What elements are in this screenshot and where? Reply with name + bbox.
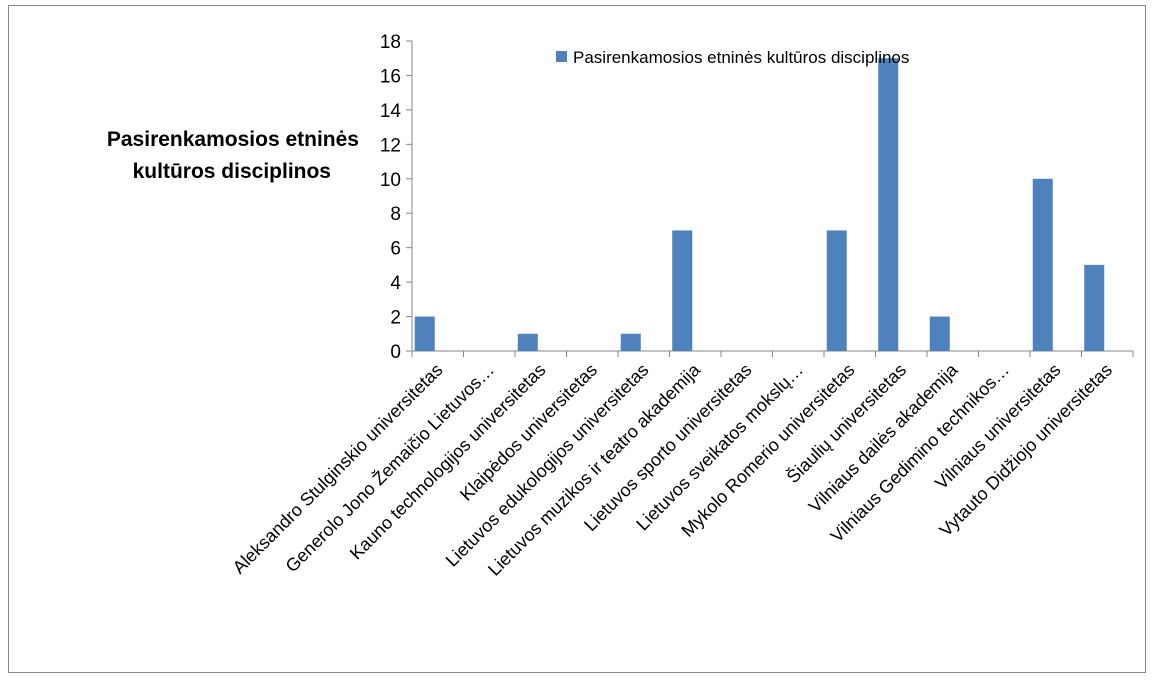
- y-tick-label: 14: [380, 101, 402, 122]
- x-category-label: Aleksandro Stulginskio universitetas: [229, 360, 447, 578]
- y-tick-label: 4: [390, 273, 401, 294]
- bar: [672, 230, 693, 351]
- bar: [878, 58, 899, 351]
- y-tick-label: 10: [380, 170, 401, 191]
- y-tick-label: 2: [390, 308, 401, 329]
- y-tick-label: 6: [390, 239, 401, 260]
- y-tick-label: 8: [390, 204, 401, 225]
- chart-frame: Pasirenkamosios etninės kultūros discipl…: [8, 5, 1146, 673]
- chart-axes: [406, 40, 1134, 357]
- chart-bars: [414, 58, 1105, 351]
- chart-title-line-2: kultūros disciplinos: [133, 160, 331, 183]
- legend-swatch: [556, 51, 567, 62]
- legend-label: Pasirenkamosios etninės kultūros discipl…: [573, 48, 909, 67]
- bar: [414, 316, 435, 351]
- bar: [1032, 178, 1053, 351]
- chart-title-line-1: Pasirenkamosios etninės: [107, 128, 359, 151]
- chart-legend: Pasirenkamosios etninės kultūros discipl…: [556, 48, 909, 67]
- y-tick-label: 18: [380, 32, 401, 53]
- bar-chart: Pasirenkamosios etninės kultūros discipl…: [107, 32, 1134, 580]
- y-tick-label: 16: [380, 66, 401, 87]
- x-tick-labels: Aleksandro Stulginskio universitetasGene…: [229, 359, 1116, 580]
- y-tick-label: 12: [380, 135, 401, 156]
- bar: [826, 230, 847, 351]
- bar: [1084, 264, 1105, 351]
- y-tick-label: 0: [390, 342, 401, 363]
- bar: [929, 316, 950, 351]
- y-tick-labels: 0 2 4 6 8 10 12 14 16 18: [380, 32, 402, 363]
- bar: [620, 333, 641, 351]
- bar: [517, 333, 538, 351]
